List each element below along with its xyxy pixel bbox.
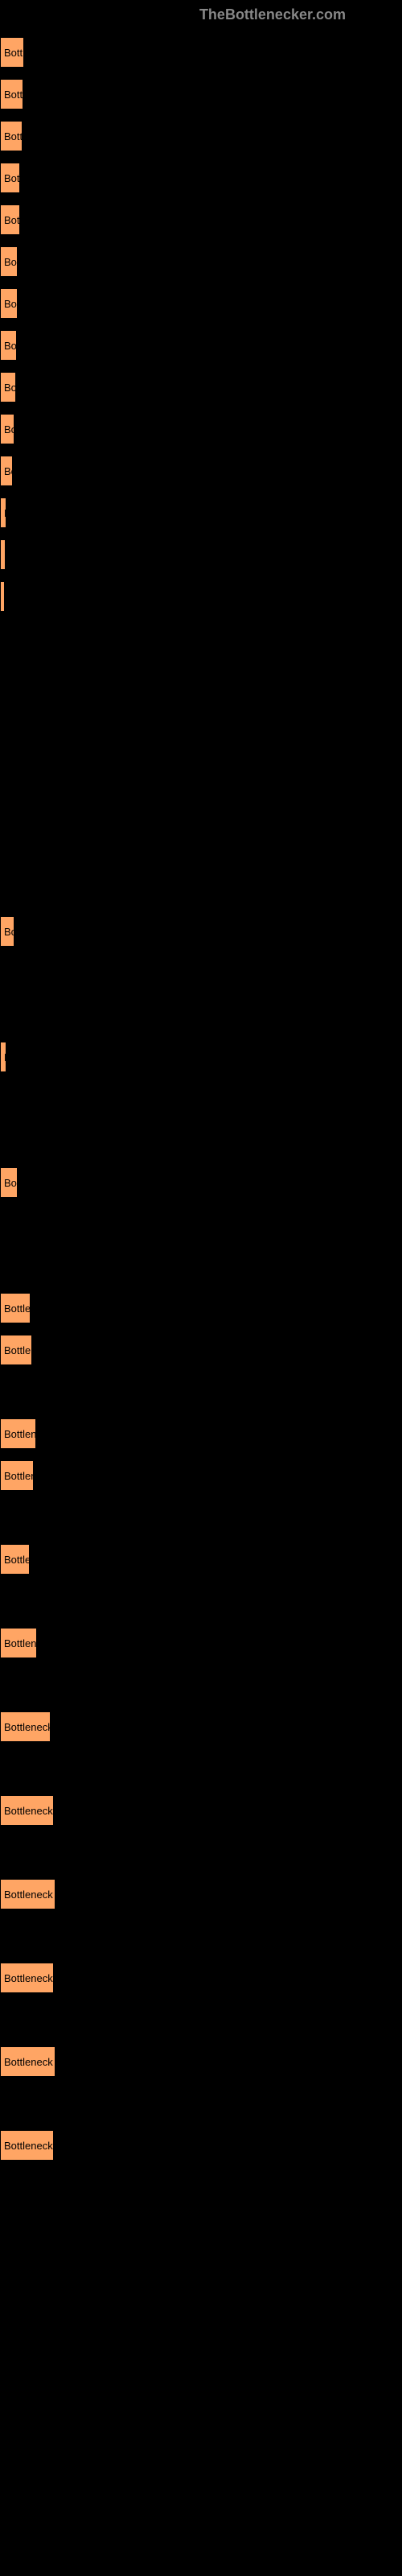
- bar-row: B: [0, 492, 402, 534]
- chart-bar: Bott: [0, 121, 23, 151]
- bar-row: [0, 1915, 402, 1957]
- bar-row: Bottleneck re: [0, 1790, 402, 1831]
- bar-row: Bottlenec: [0, 1455, 402, 1496]
- bar-row: [0, 2083, 402, 2124]
- chart-bar: Bottleneck: [0, 1628, 37, 1658]
- bar-row: Bott: [0, 324, 402, 366]
- chart-bar: Bot: [0, 1167, 18, 1198]
- bar-row: Bottleneck: [0, 1622, 402, 1664]
- bar-row: [0, 869, 402, 910]
- bar-row: [0, 1203, 402, 1245]
- chart-bar: B: [0, 539, 6, 570]
- bar-row: [0, 1371, 402, 1413]
- chart-bar: Bo: [0, 456, 13, 486]
- bar-row: [0, 827, 402, 869]
- bar-chart: Bottle Bottle Bott Bott Bott Bot Bott Bott Bot Bo…: [0, 23, 402, 2166]
- chart-bar: Bott: [0, 288, 18, 319]
- chart-bar: Bottleneck re: [0, 1795, 54, 1826]
- bar-row: Bot: [0, 241, 402, 283]
- bar-row: Bottle: [0, 73, 402, 115]
- bar-row: Bott: [0, 157, 402, 199]
- bar-row: [0, 576, 402, 617]
- chart-bar: B: [0, 497, 6, 528]
- bar-row: [0, 1245, 402, 1287]
- bar-row: Bo: [0, 408, 402, 450]
- bar-row: [0, 617, 402, 659]
- chart-bar: Bottlenec: [0, 1460, 34, 1491]
- bar-row: Bottlene: [0, 1287, 402, 1329]
- chart-bar: Bottleneck re: [0, 1711, 51, 1742]
- bar-row: Bottleneck: [0, 1413, 402, 1455]
- bar-row: [0, 1580, 402, 1622]
- chart-bar: Bott: [0, 330, 17, 361]
- chart-bar: Bott: [0, 163, 20, 193]
- bar-row: Bottlen: [0, 1538, 402, 1580]
- chart-bar: Bottleneck: [0, 1418, 36, 1449]
- chart-bar: Bo: [0, 916, 14, 947]
- bar-row: Bottleneck re: [0, 1706, 402, 1748]
- bar-row: Bottlenec: [0, 1329, 402, 1371]
- bar-row: Bottleneck res: [0, 2041, 402, 2083]
- bar-row: Bot: [0, 366, 402, 408]
- bar-row: B: [0, 534, 402, 576]
- chart-bar: B: [0, 1042, 6, 1072]
- bar-row: Bottleneck res: [0, 1957, 402, 1999]
- bar-row: Bott: [0, 283, 402, 324]
- bar-row: [0, 743, 402, 785]
- bar-row: [0, 1496, 402, 1538]
- bar-row: Bott: [0, 199, 402, 241]
- chart-bar: Bottlene: [0, 1293, 31, 1323]
- chart-bar: Bott: [0, 204, 20, 235]
- bar-row: [0, 785, 402, 827]
- chart-bar: Bottle: [0, 79, 23, 109]
- bar-row: [0, 1120, 402, 1162]
- chart-bar: Bo: [0, 414, 14, 444]
- bar-row: B: [0, 1036, 402, 1078]
- chart-bar: Bottleneck res: [0, 2046, 55, 2077]
- chart-bar: Bottleneck res: [0, 1879, 55, 1909]
- bar-row: Bottleneck res: [0, 1873, 402, 1915]
- bar-row: [0, 1078, 402, 1120]
- bar-row: [0, 1664, 402, 1706]
- bar-row: [0, 1748, 402, 1790]
- chart-bar: Bottlen: [0, 1544, 30, 1575]
- chart-bar: Bottlenec: [0, 1335, 32, 1365]
- bar-row: [0, 1831, 402, 1873]
- bar-row: Bottleneck re: [0, 2124, 402, 2166]
- bar-row: Bott: [0, 115, 402, 157]
- bar-row: Bo: [0, 910, 402, 952]
- bar-row: Bottle: [0, 31, 402, 73]
- chart-bar: Bottleneck res: [0, 1963, 54, 1993]
- chart-bar: Bot: [0, 372, 16, 402]
- bar-row: [0, 994, 402, 1036]
- bar-row: [0, 1999, 402, 2041]
- chart-bar: Bottle: [0, 37, 24, 68]
- bar-row: [0, 701, 402, 743]
- bar-row: Bot: [0, 1162, 402, 1203]
- bar-row: Bo: [0, 450, 402, 492]
- bar-row: [0, 659, 402, 701]
- chart-bar: Bottleneck re: [0, 2130, 54, 2161]
- chart-bar: Bot: [0, 246, 18, 277]
- site-header: TheBottlenecker.com: [0, 0, 402, 23]
- bar-row: [0, 952, 402, 994]
- chart-bar: [0, 581, 5, 612]
